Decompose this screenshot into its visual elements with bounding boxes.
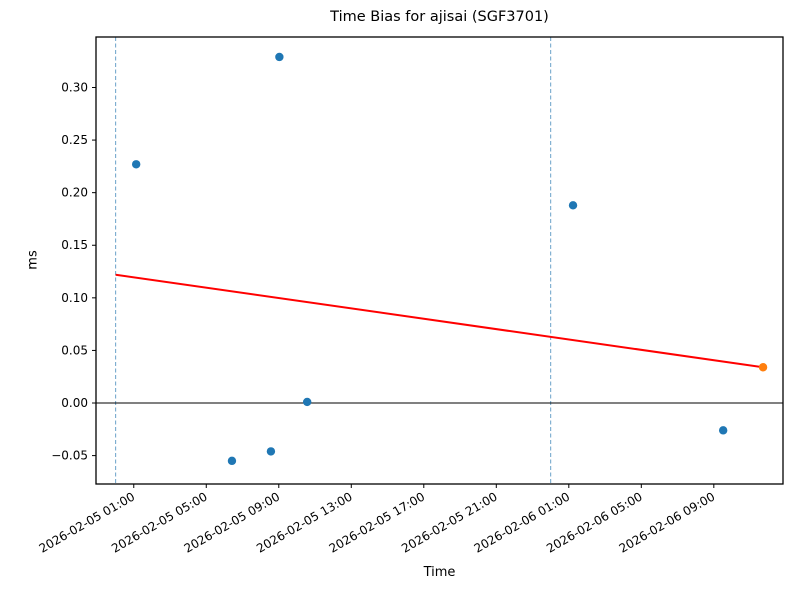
trend-line	[115, 273, 764, 369]
bias-point	[718, 426, 728, 435]
bias-point	[131, 160, 141, 169]
y-tick-label: 0.15	[61, 238, 88, 252]
y-tick-label: 0.05	[61, 343, 88, 357]
plot-border	[95, 36, 784, 485]
y-tick-label: 0.10	[61, 291, 88, 305]
bias-point	[568, 201, 578, 210]
y-tick-label: 0.30	[61, 80, 88, 94]
bias-point	[302, 397, 312, 407]
x-axis-label: Time	[423, 565, 456, 580]
bias-point	[227, 456, 237, 466]
bias-point	[275, 52, 284, 62]
y-tick-label: 0.00	[61, 396, 88, 410]
chart-title: Time Bias for ajisai (SGF3701)	[330, 9, 549, 25]
latest-bias-point	[758, 363, 768, 372]
y-tick-label: −0.05	[51, 449, 88, 463]
y-tick-label: 0.25	[61, 133, 88, 147]
bias-point	[266, 447, 276, 456]
y-tick-label: 0.20	[61, 186, 88, 200]
